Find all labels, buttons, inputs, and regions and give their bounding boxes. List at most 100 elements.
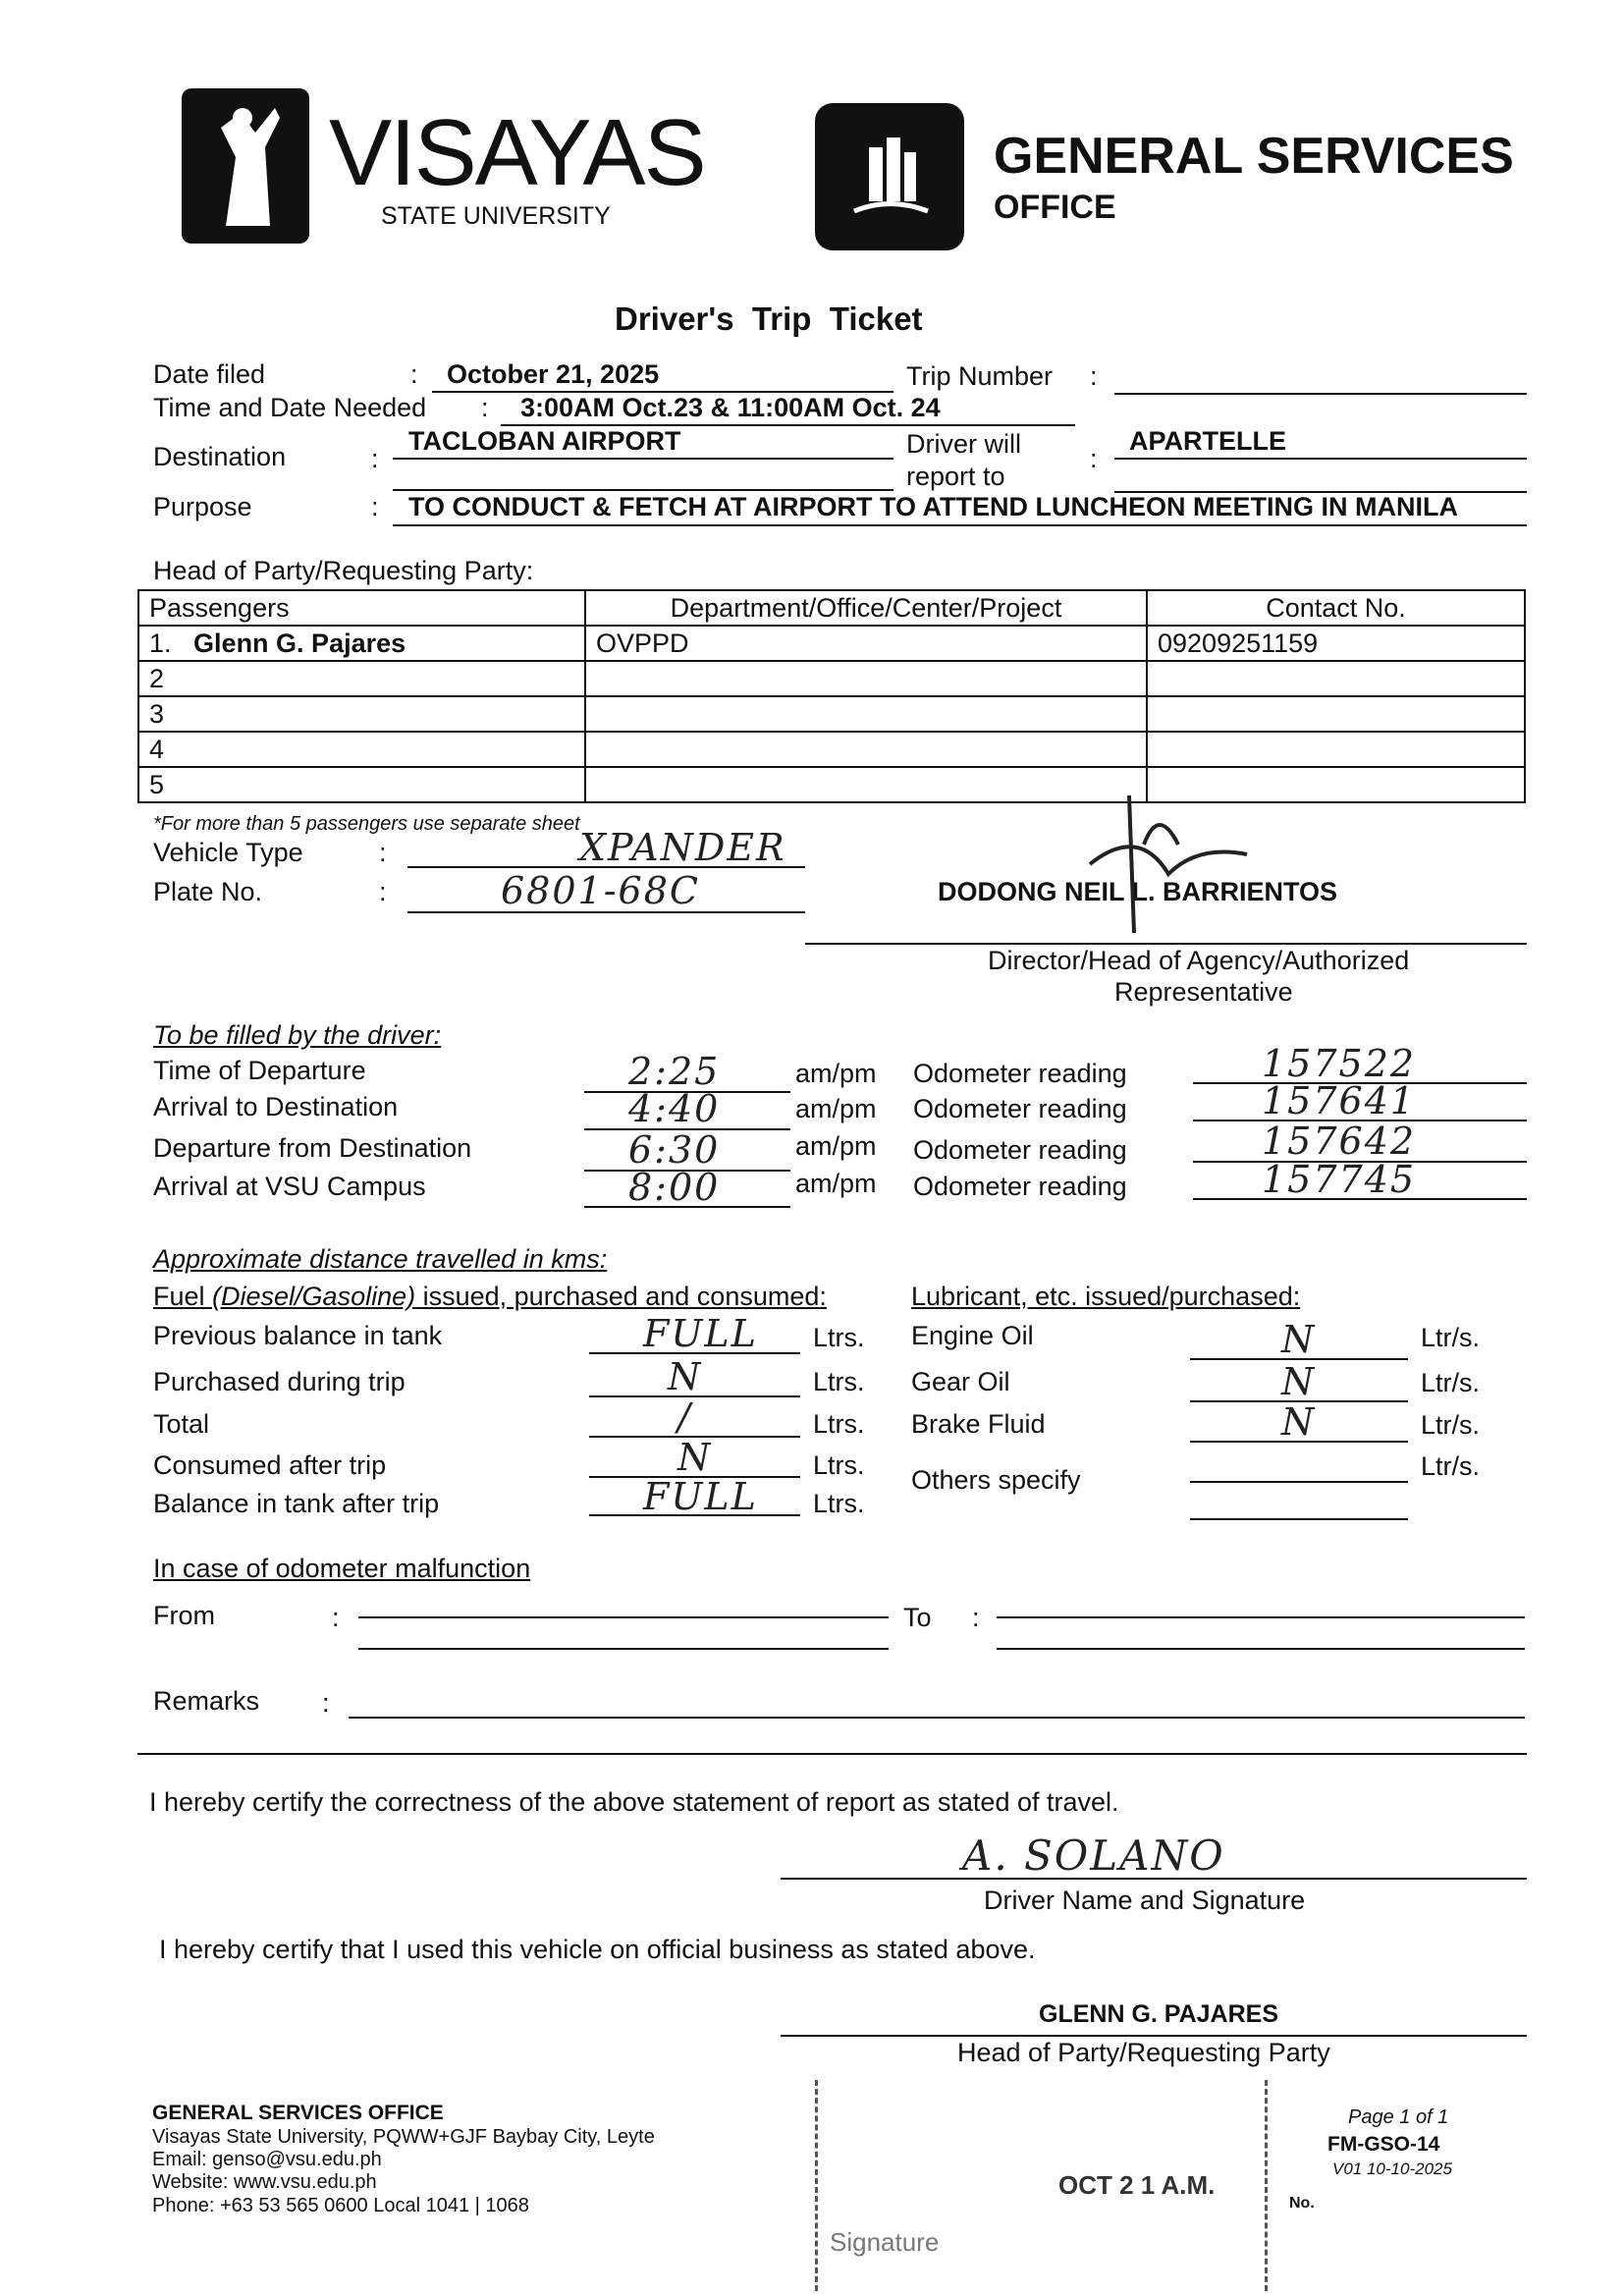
col-passengers: Passengers (137, 589, 586, 627)
colon: : (1090, 361, 1098, 391)
department-cell[interactable]: OVPPD (584, 625, 1148, 662)
ampm: am/pm (795, 1169, 877, 1198)
footer-office: GENERAL SERVICES OFFICE (152, 2102, 444, 2124)
fuel-label: Purchased during trip (153, 1367, 406, 1396)
odometer-label: Odometer reading (913, 1172, 1127, 1201)
from-label: From (153, 1601, 215, 1630)
party-name: GLENN G. PAJARES (1039, 2000, 1279, 2028)
fuel-balance-value[interactable]: FULL (643, 1475, 758, 1518)
time-needed-value[interactable]: 3:00AM Oct.23 & 11:00AM Oct. 24 (520, 393, 941, 422)
colon: : (322, 1688, 330, 1718)
fuel-previous-value[interactable]: FULL (643, 1312, 758, 1355)
lubricant-label: Others specify (911, 1465, 1081, 1495)
fuel-heading: Fuel (Diesel/Gasoline) issued, purchased… (153, 1282, 827, 1312)
fuel-label: Previous balance in tank (153, 1321, 443, 1350)
report-to-value[interactable]: APARTELLE (1129, 426, 1286, 456)
contact-cell[interactable] (1146, 766, 1526, 803)
purpose-label: Purpose (153, 492, 252, 521)
passenger-cell[interactable]: 4 (137, 731, 586, 768)
odometer-departure-dest[interactable]: 157642 (1262, 1120, 1417, 1163)
time-departure-dest[interactable]: 6:30 (628, 1128, 721, 1172)
fuel-type: (Diesel/Gasoline) (212, 1282, 416, 1311)
fuel-heading-part: Fuel (153, 1282, 213, 1311)
passengers-note: *For more than 5 passengers use separate… (153, 813, 580, 835)
row-number: 1. (149, 628, 172, 658)
colon: : (379, 877, 387, 906)
liters-unit: Ltrs. (813, 1489, 865, 1518)
distance-heading: Approximate distance travelled in kms: (153, 1244, 608, 1274)
odometer-departure[interactable]: 157522 (1262, 1042, 1417, 1085)
date-filed-value[interactable]: October 21, 2025 (447, 359, 660, 389)
plate-label: Plate No. (153, 877, 263, 906)
passenger-cell[interactable]: 3 (137, 695, 586, 733)
department-cell[interactable] (584, 660, 1148, 697)
liters-unit: Ltrs. (813, 1409, 865, 1439)
contact-cell[interactable] (1146, 731, 1526, 768)
passengers-table: Passengers Department/Office/Center/Proj… (137, 589, 1526, 803)
footer-address: Visayas State University, PQWW+GJF Bayba… (152, 2126, 655, 2148)
contact-cell[interactable]: 09209251159 (1146, 625, 1526, 662)
fuel-label: Balance in tank after trip (153, 1489, 440, 1518)
gear-oil-value[interactable]: N (1281, 1360, 1317, 1403)
to-label: To (903, 1603, 932, 1632)
liters-unit: Ltrs. (813, 1450, 865, 1480)
remarks-field[interactable] (349, 1717, 1525, 1719)
engine-oil-value[interactable]: N (1281, 1318, 1317, 1361)
destination-value[interactable]: TACLOBAN AIRPORT (408, 426, 681, 456)
form-title: Driver's Trip Ticket (615, 301, 923, 337)
arrival-vsu-label: Arrival at VSU Campus (153, 1172, 426, 1201)
colon: : (379, 838, 387, 867)
office-sub: OFFICE (994, 189, 1116, 226)
approver-title: Director/Head of Agency/Authorized (988, 946, 1410, 975)
to-field[interactable] (997, 1616, 1525, 1618)
malfunction-heading: In case of odometer malfunction (153, 1554, 531, 1583)
passengers-heading: Head of Party/Requesting Party: (153, 556, 534, 585)
destination-label: Destination (153, 442, 287, 471)
plate-value[interactable]: 6801-68C (501, 869, 700, 912)
liters-unit: Ltr/s. (1421, 1410, 1481, 1440)
date-filed-label: Date filed (153, 359, 266, 389)
odometer-arrival-dest[interactable]: 157641 (1262, 1079, 1417, 1122)
department-cell[interactable] (584, 695, 1148, 733)
driver-caption: Driver Name and Signature (984, 1886, 1306, 1915)
footer-email[interactable]: Email: genso@vsu.edu.ph (152, 2149, 382, 2170)
odometer-arrival-vsu[interactable]: 157745 (1262, 1158, 1417, 1201)
department-cell[interactable] (584, 766, 1148, 803)
contact-cell[interactable] (1146, 695, 1526, 733)
from-field[interactable] (358, 1616, 889, 1618)
contact-cell[interactable] (1146, 660, 1526, 697)
lubricant-label: Gear Oil (911, 1367, 1010, 1396)
time-departure[interactable]: 2:25 (628, 1050, 721, 1093)
colon: : (1090, 444, 1098, 473)
office-name: GENERAL SERVICES (994, 128, 1514, 185)
approver-signature (1088, 794, 1248, 934)
passenger-cell[interactable]: 5 (137, 766, 586, 803)
fuel-label: Total (153, 1409, 210, 1439)
odometer-label: Odometer reading (913, 1135, 1127, 1165)
fuel-consumed-value[interactable]: N (677, 1436, 713, 1479)
report-to-label: Driver will (906, 429, 1021, 459)
trip-number-label: Trip Number (906, 361, 1054, 391)
department-cell[interactable] (584, 731, 1148, 768)
remarks-label: Remarks (153, 1686, 260, 1716)
driver-statement: I hereby certify the correctness of the … (149, 1787, 1119, 1817)
col-contact: Contact No. (1146, 589, 1526, 627)
footer-website[interactable]: Website: www.vsu.edu.ph (152, 2171, 377, 2193)
liters-unit: Ltrs. (813, 1323, 865, 1352)
ampm: am/pm (795, 1059, 877, 1088)
vehicle-type-value[interactable]: XPANDER (579, 826, 786, 869)
fuel-total-value[interactable]: / (677, 1395, 692, 1439)
brake-fluid-value[interactable]: N (1281, 1400, 1317, 1444)
time-arrival-vsu[interactable]: 8:00 (628, 1166, 721, 1209)
report-to-label-2: report to (906, 462, 1005, 491)
vsu-logo (182, 88, 309, 244)
time-arrival-dest[interactable]: 4:40 (628, 1087, 721, 1130)
passenger-cell[interactable]: 2 (137, 660, 586, 697)
fuel-purchased-value[interactable]: N (668, 1355, 703, 1398)
liters-unit: Ltr/s. (1421, 1368, 1481, 1397)
driver-section-heading: To be filled by the driver: (153, 1020, 442, 1050)
stamp-signature-label: Signature (830, 2227, 940, 2257)
purpose-value[interactable]: TO CONDUCT & FETCH AT AIRPORT TO ATTEND … (408, 492, 1458, 521)
party-caption: Head of Party/Requesting Party (957, 2038, 1330, 2067)
passenger-cell[interactable]: 1. Glenn G. Pajares (137, 625, 586, 662)
